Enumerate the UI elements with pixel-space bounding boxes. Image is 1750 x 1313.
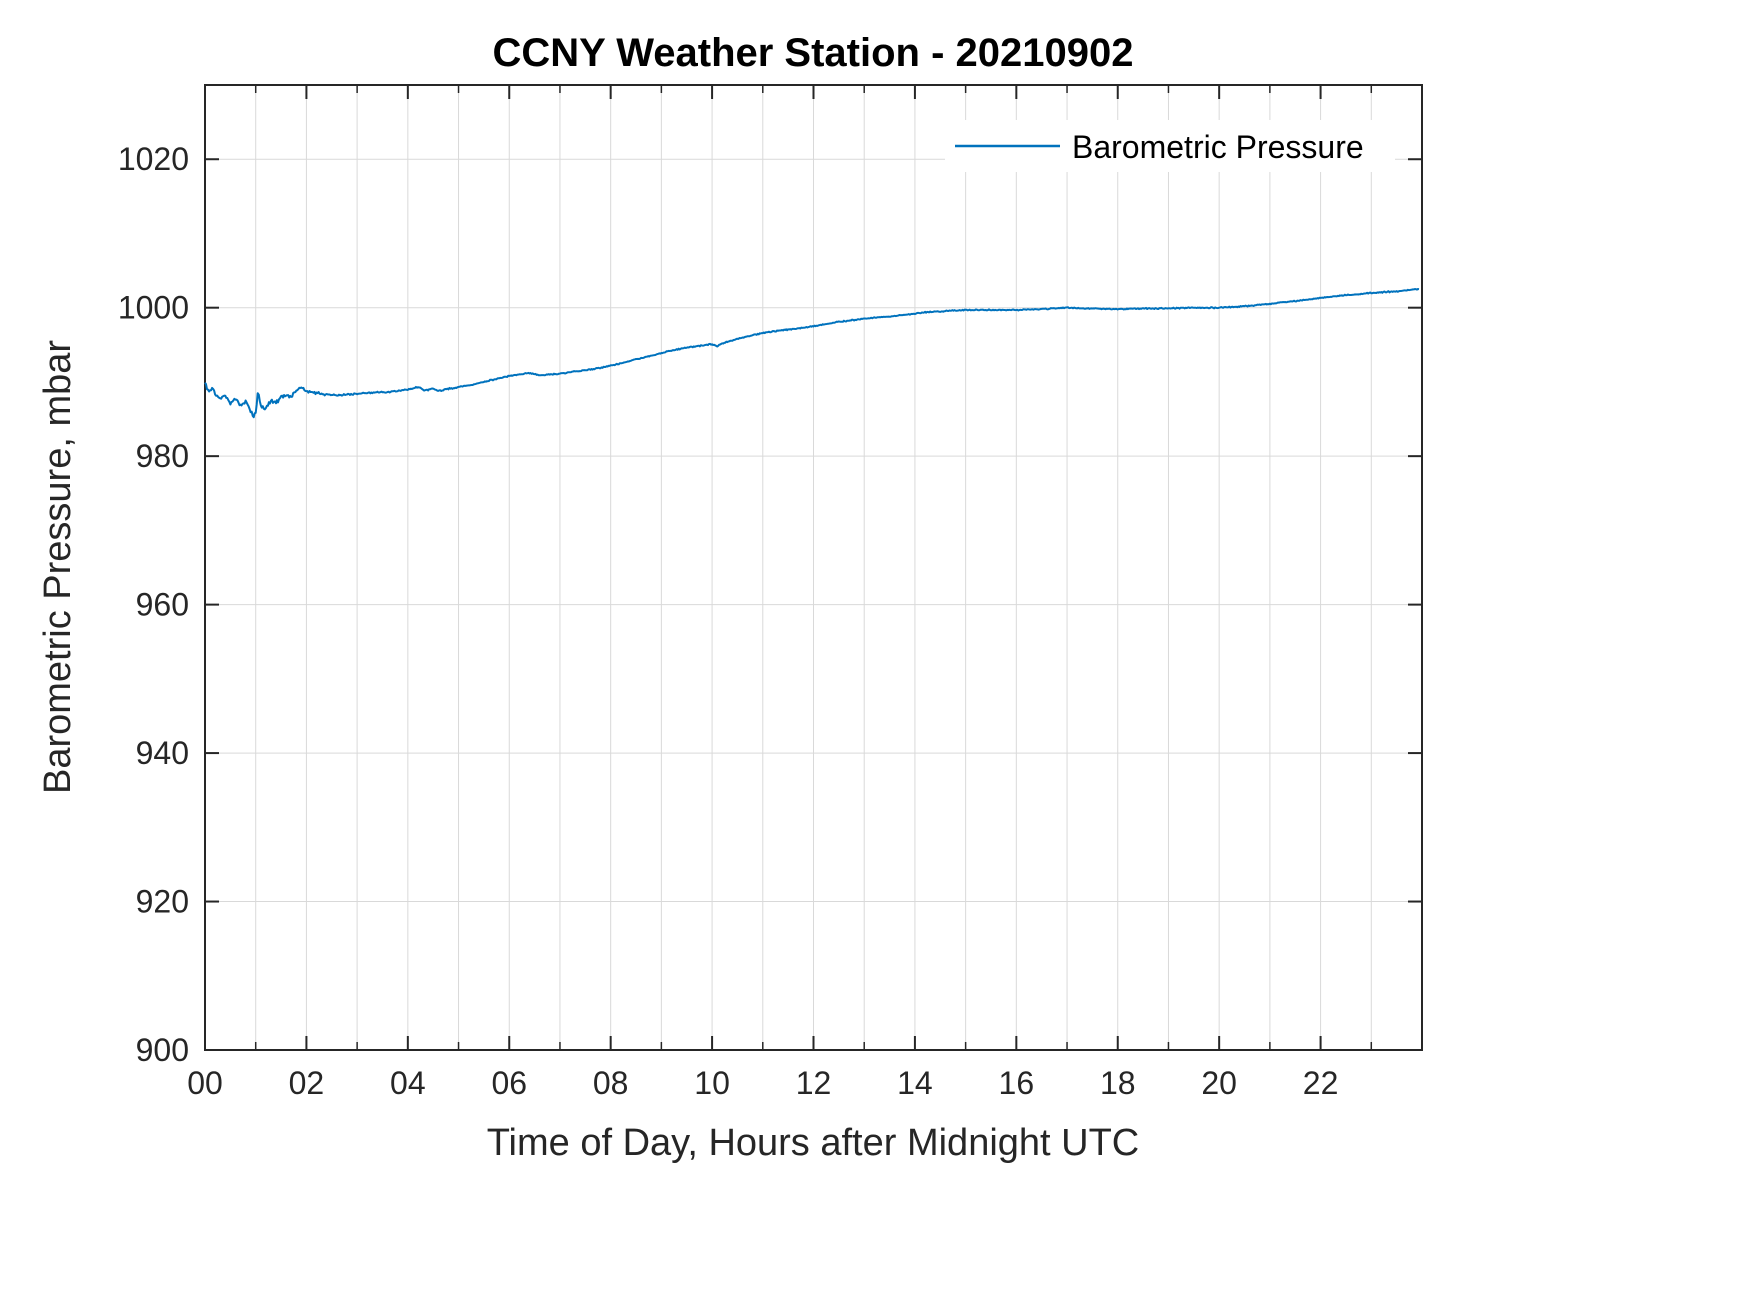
x-tick-label: 20 — [1201, 1065, 1237, 1101]
y-tick-label: 900 — [136, 1032, 189, 1068]
chart-title: CCNY Weather Station - 20210902 — [493, 31, 1134, 75]
x-tick-label: 16 — [999, 1065, 1035, 1101]
tick-layer — [204, 85, 1422, 1051]
x-tick-label: 10 — [694, 1065, 730, 1101]
pressure-series-line — [204, 288, 1420, 419]
x-tick-label: 12 — [796, 1065, 832, 1101]
x-tick-label: 02 — [289, 1065, 325, 1101]
x-tick-label: 06 — [491, 1065, 527, 1101]
y-tick-label: 1020 — [118, 141, 189, 177]
legend: Barometric Pressure — [945, 120, 1395, 172]
x-tick-label: 08 — [593, 1065, 629, 1101]
tick-label-layer: 00 02 04 06 08 10 12 14 16 18 20 22 900 920 940 960 980 1… — [118, 141, 1339, 1101]
y-axis-label: Barometric Pressure, mbar — [37, 340, 79, 794]
plot-border — [204, 84, 1423, 1051]
grid-layer — [205, 85, 1422, 1050]
x-tick-label: 22 — [1303, 1065, 1339, 1101]
x-tick-label: 14 — [897, 1065, 933, 1101]
y-tick-label: 940 — [136, 735, 189, 771]
legend-label: Barometric Pressure — [1072, 129, 1364, 165]
y-tick-label: 980 — [136, 438, 189, 474]
x-tick-label: 00 — [187, 1065, 223, 1101]
y-tick-label: 960 — [136, 587, 189, 623]
y-tick-label: 1000 — [118, 290, 189, 326]
x-axis-label: Time of Day, Hours after Midnight UTC — [487, 1122, 1140, 1164]
y-tick-label: 920 — [136, 884, 189, 920]
x-tick-label: 04 — [390, 1065, 426, 1101]
x-tick-label: 18 — [1100, 1065, 1136, 1101]
